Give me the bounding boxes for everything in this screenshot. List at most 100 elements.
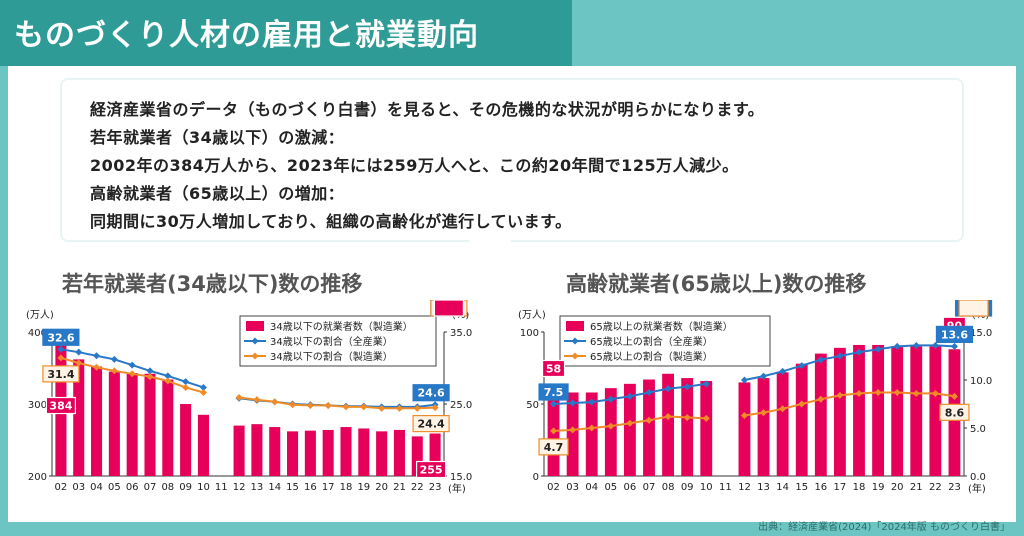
series-point xyxy=(93,352,101,360)
series-point xyxy=(93,363,101,371)
series-point xyxy=(779,367,787,375)
bar xyxy=(73,359,85,476)
y-left-tick-label: 200 xyxy=(28,472,47,483)
x-tick-label: 06 xyxy=(624,482,637,493)
legend-swatch-point xyxy=(571,337,579,345)
series-point xyxy=(874,388,882,396)
x-tick-label: 02 xyxy=(55,482,68,493)
series-point xyxy=(57,345,65,353)
data-label-box xyxy=(538,438,569,456)
bar xyxy=(643,379,655,476)
x-tick-label: 10 xyxy=(197,482,210,493)
series-point xyxy=(683,413,691,421)
data-label: 384 xyxy=(49,400,72,413)
title-bar xyxy=(0,0,572,66)
bar xyxy=(393,429,405,476)
series-point xyxy=(740,412,748,420)
x-tick-label: 15 xyxy=(795,482,808,493)
series-point xyxy=(395,404,403,412)
x-tick-label: 08 xyxy=(161,482,174,493)
bar xyxy=(376,431,388,476)
y-left-tick-label: 50 xyxy=(526,400,539,411)
series-point xyxy=(199,383,207,391)
legend-label: 34歳以下の割合（全産業） xyxy=(270,335,393,348)
y-left-tick-label: 300 xyxy=(28,400,47,411)
legend-box xyxy=(239,315,437,367)
bar xyxy=(910,346,923,476)
y-right-tick-label: 10.0 xyxy=(970,376,992,387)
series-point xyxy=(569,399,577,407)
series-point xyxy=(75,348,83,356)
legend-swatch-bar xyxy=(246,321,264,331)
x-tick-label: 07 xyxy=(643,482,656,493)
y-right-tick-label: 35.0 xyxy=(450,328,472,339)
y-right-tick-label: 15.0 xyxy=(450,472,472,483)
series-point xyxy=(110,367,118,375)
y-left-tick-label: 400 xyxy=(28,328,47,339)
series-point xyxy=(182,383,190,391)
series-point xyxy=(253,396,261,404)
legend-label: 34歳以下の就業者数（製造業） xyxy=(270,320,413,333)
series-point xyxy=(271,398,279,406)
data-label: 4.7 xyxy=(544,441,564,454)
bar xyxy=(929,346,942,476)
bar xyxy=(814,353,827,476)
series-point xyxy=(324,401,332,409)
series-point xyxy=(110,355,118,363)
bar xyxy=(180,404,192,476)
data-label-box xyxy=(412,384,450,402)
y-right-tick-label: 0.0 xyxy=(970,472,986,483)
bar xyxy=(795,363,808,476)
series-point xyxy=(683,383,691,391)
data-label-box xyxy=(538,383,569,401)
bar xyxy=(287,431,299,476)
series-point xyxy=(306,401,314,409)
series-point xyxy=(128,361,136,369)
x-tick-label: 22 xyxy=(929,482,942,493)
legend-box xyxy=(559,315,771,367)
series-point xyxy=(817,395,825,403)
series-point xyxy=(798,362,806,370)
x-tick-label: 12 xyxy=(233,482,246,493)
x-tick-label: 06 xyxy=(126,482,139,493)
x-tick-label: 15 xyxy=(286,482,299,493)
series-point xyxy=(378,404,386,412)
data-label: 255 xyxy=(420,464,443,477)
x-tick-label: 11 xyxy=(719,482,732,493)
x-tick-label: 16 xyxy=(814,482,827,493)
series-point xyxy=(588,424,596,432)
x-tick-label: 13 xyxy=(757,482,770,493)
series-point xyxy=(798,400,806,408)
x-tick-label: 04 xyxy=(585,482,598,493)
series-point xyxy=(817,356,825,364)
series-point xyxy=(855,348,863,356)
series-point xyxy=(588,398,596,406)
data-label-box xyxy=(935,325,974,343)
x-tick-label: 23 xyxy=(429,482,442,493)
x-tick-label: 04 xyxy=(90,482,103,493)
series-point xyxy=(645,388,653,396)
series-point xyxy=(664,412,672,420)
bar xyxy=(322,429,334,476)
legend-swatch-point xyxy=(251,352,259,360)
data-label: 8.6 xyxy=(945,406,965,419)
series-point xyxy=(912,341,920,349)
bar xyxy=(700,380,713,476)
series-point xyxy=(607,395,615,403)
series-point xyxy=(164,377,172,385)
bar xyxy=(358,428,370,476)
series-point xyxy=(164,372,172,380)
series-point xyxy=(931,341,939,349)
bar xyxy=(108,371,120,476)
x-tick-label: 21 xyxy=(393,482,406,493)
data-label: 24.6 xyxy=(418,387,445,400)
bar xyxy=(269,427,281,476)
legend-label: 34歳以下の割合（製造業） xyxy=(270,350,393,363)
legend-swatch-bar xyxy=(566,321,584,331)
legend-swatch-point xyxy=(251,337,259,345)
series-point xyxy=(550,400,558,408)
x-tick-label: 05 xyxy=(604,482,617,493)
x-tick-label: 19 xyxy=(872,482,885,493)
series-point xyxy=(199,388,207,396)
series-point xyxy=(146,367,154,375)
